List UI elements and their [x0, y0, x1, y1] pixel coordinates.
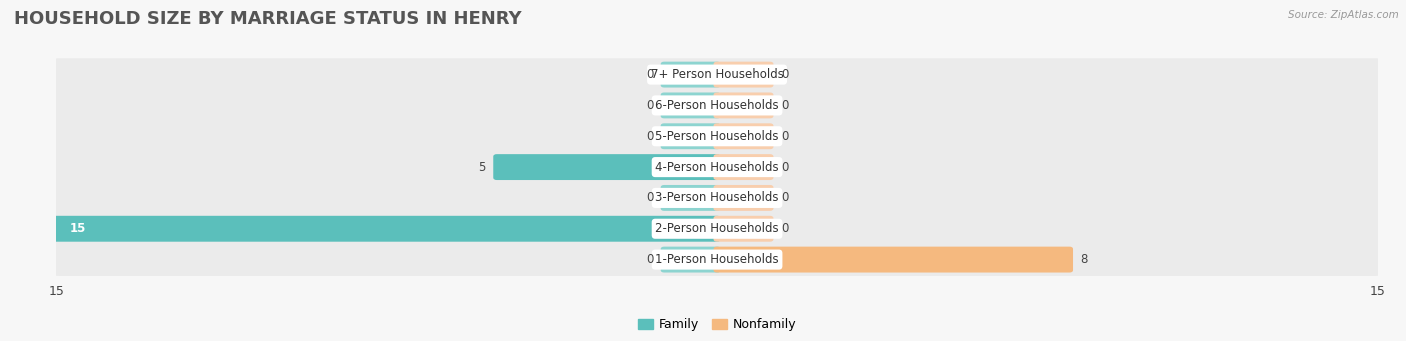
- Text: 3-Person Households: 3-Person Households: [655, 191, 779, 204]
- Text: 7+ Person Households: 7+ Person Households: [651, 68, 783, 81]
- Text: 0: 0: [780, 161, 789, 174]
- Text: 0: 0: [645, 99, 654, 112]
- FancyBboxPatch shape: [713, 216, 773, 242]
- FancyBboxPatch shape: [713, 62, 773, 88]
- Text: 15: 15: [69, 222, 86, 235]
- FancyBboxPatch shape: [661, 92, 721, 118]
- FancyBboxPatch shape: [52, 243, 1382, 276]
- Text: 0: 0: [645, 130, 654, 143]
- FancyBboxPatch shape: [52, 89, 1382, 122]
- Text: 1-Person Households: 1-Person Households: [655, 253, 779, 266]
- FancyBboxPatch shape: [52, 216, 721, 242]
- Text: 0: 0: [780, 130, 789, 143]
- FancyBboxPatch shape: [52, 151, 1382, 183]
- Text: Source: ZipAtlas.com: Source: ZipAtlas.com: [1288, 10, 1399, 20]
- Text: 6-Person Households: 6-Person Households: [655, 99, 779, 112]
- Text: 5: 5: [478, 161, 486, 174]
- Text: HOUSEHOLD SIZE BY MARRIAGE STATUS IN HENRY: HOUSEHOLD SIZE BY MARRIAGE STATUS IN HEN…: [14, 10, 522, 28]
- FancyBboxPatch shape: [713, 185, 773, 211]
- FancyBboxPatch shape: [713, 123, 773, 149]
- Text: 0: 0: [780, 222, 789, 235]
- FancyBboxPatch shape: [661, 247, 721, 272]
- FancyBboxPatch shape: [713, 154, 773, 180]
- FancyBboxPatch shape: [52, 212, 1382, 245]
- Text: 0: 0: [780, 191, 789, 204]
- FancyBboxPatch shape: [52, 58, 1382, 91]
- Text: 0: 0: [645, 68, 654, 81]
- Text: 0: 0: [645, 253, 654, 266]
- Text: 8: 8: [1080, 253, 1088, 266]
- FancyBboxPatch shape: [52, 120, 1382, 153]
- FancyBboxPatch shape: [661, 62, 721, 88]
- FancyBboxPatch shape: [494, 154, 721, 180]
- Text: 0: 0: [780, 68, 789, 81]
- Text: 2-Person Households: 2-Person Households: [655, 222, 779, 235]
- Legend: Family, Nonfamily: Family, Nonfamily: [633, 313, 801, 336]
- FancyBboxPatch shape: [661, 185, 721, 211]
- Text: 0: 0: [645, 191, 654, 204]
- FancyBboxPatch shape: [661, 123, 721, 149]
- FancyBboxPatch shape: [713, 92, 773, 118]
- Text: 5-Person Households: 5-Person Households: [655, 130, 779, 143]
- FancyBboxPatch shape: [52, 181, 1382, 214]
- Text: 4-Person Households: 4-Person Households: [655, 161, 779, 174]
- FancyBboxPatch shape: [713, 247, 1073, 272]
- Text: 0: 0: [780, 99, 789, 112]
